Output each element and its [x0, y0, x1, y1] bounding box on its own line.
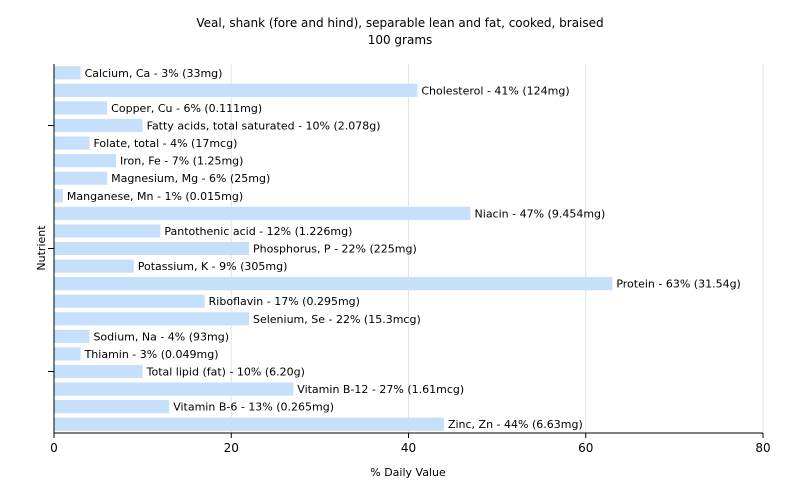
bar-label: Thiamin - 3% (0.049mg) — [84, 348, 219, 361]
bar-label: Niacin - 47% (9.454mg) — [475, 207, 606, 220]
bar-label: Phosphorus, P - 22% (225mg) — [253, 243, 417, 256]
bar — [54, 382, 294, 396]
x-tick-label: 60 — [578, 441, 593, 455]
bar-label: Riboflavin - 17% (0.295mg) — [209, 295, 360, 308]
chart-title: Veal, shank (fore and hind), separable l… — [196, 16, 603, 30]
x-tick-label: 0 — [50, 441, 58, 455]
bar — [54, 347, 81, 361]
bar — [54, 224, 161, 238]
bar — [54, 189, 63, 203]
bar-label: Copper, Cu - 6% (0.111mg) — [111, 102, 262, 115]
bar-label: Total lipid (fat) - 10% (6.20g) — [146, 366, 305, 379]
bar-label: Sodium, Na - 4% (93mg) — [93, 330, 229, 343]
x-tick-label: 40 — [401, 441, 416, 455]
bar-label: Fatty acids, total saturated - 10% (2.07… — [147, 120, 381, 133]
bar — [54, 118, 143, 133]
bar — [54, 312, 249, 326]
x-tick-label: 80 — [755, 441, 770, 455]
bar — [54, 329, 90, 343]
bar — [54, 259, 134, 273]
bar — [54, 83, 418, 97]
bar-label: Vitamin B-6 - 13% (0.265mg) — [173, 401, 334, 414]
bars: Calcium, Ca - 3% (33mg) Cholesterol - 41%… — [54, 66, 741, 431]
bar-label: Cholesterol - 41% (124mg) — [421, 84, 569, 97]
x-axis-label: % Daily Value — [370, 466, 446, 479]
bar-label: Protein - 63% (31.54g) — [616, 278, 741, 291]
bar — [54, 66, 81, 80]
bar-label: Vitamin B-12 - 27% (1.61mcg) — [297, 383, 464, 396]
bar — [54, 241, 249, 256]
axes: 0 20 40 60 80 — [48, 64, 771, 455]
bar-label: Potassium, K - 9% (305mg) — [138, 260, 288, 273]
bar-label: Iron, Fe - 7% (1.25mg) — [120, 155, 243, 168]
bar — [54, 154, 117, 168]
bar — [54, 206, 471, 220]
x-tick-label: 20 — [224, 441, 239, 455]
bar — [54, 277, 613, 291]
chart-subtitle: 100 grams — [368, 33, 433, 47]
bar — [54, 364, 143, 379]
bar-label: Selenium, Se - 22% (15.3mcg) — [253, 313, 421, 326]
bar-label: Zinc, Zn - 44% (6.63mg) — [448, 418, 583, 431]
bar-label: Magnesium, Mg - 6% (25mg) — [111, 172, 270, 185]
bar — [54, 417, 444, 431]
bar — [54, 136, 90, 150]
bar — [54, 101, 108, 115]
bar-label: Calcium, Ca - 3% (33mg) — [85, 67, 223, 80]
bar-label: Folate, total - 4% (17mcg) — [93, 137, 237, 150]
bar-label: Pantothenic acid - 12% (1.226mg) — [164, 225, 352, 238]
bar-label: Manganese, Mn - 1% (0.015mg) — [67, 190, 243, 203]
bar — [54, 400, 170, 414]
bar — [54, 171, 108, 185]
bar — [54, 294, 205, 308]
y-axis-label: Nutrient — [35, 225, 48, 271]
